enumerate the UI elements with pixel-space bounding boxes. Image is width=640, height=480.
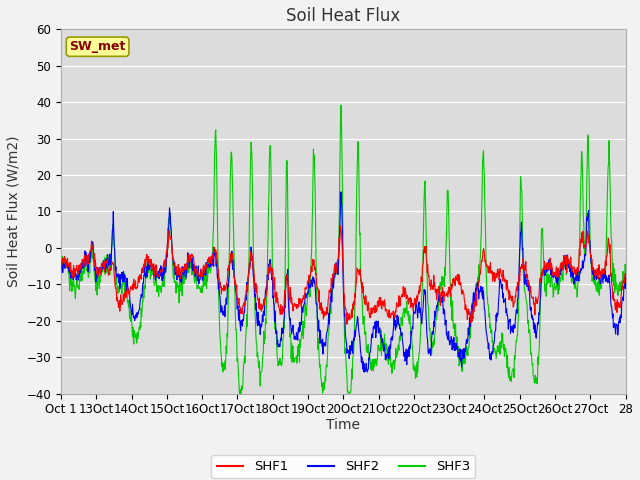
SHF3 [483, 265, 490, 271]
SHF1 [343, 321, 351, 327]
Line: SHF2: SHF2 [61, 192, 626, 372]
SHF3 [453, 334, 461, 340]
SHF3 [93, 292, 101, 298]
SHF3 [346, 399, 353, 405]
Text: SW_met: SW_met [70, 40, 126, 53]
SHF3 [337, 102, 345, 108]
SHF1 [93, 271, 101, 277]
SHF1 [622, 272, 630, 278]
SHF2 [337, 189, 345, 195]
Title: Soil Heat Flux: Soil Heat Flux [286, 7, 401, 25]
SHF2 [483, 328, 490, 334]
SHF2 [57, 263, 65, 268]
SHF3 [95, 276, 102, 281]
SHF2 [453, 343, 461, 349]
X-axis label: Time: Time [326, 418, 360, 432]
SHF3 [622, 272, 630, 278]
SHF2 [583, 214, 591, 220]
SHF2 [380, 342, 388, 348]
Line: SHF1: SHF1 [61, 226, 626, 324]
SHF1 [95, 272, 102, 277]
SHF1 [453, 276, 461, 282]
SHF1 [483, 264, 490, 269]
SHF3 [583, 175, 591, 181]
SHF1 [337, 223, 344, 228]
SHF2 [364, 369, 371, 375]
SHF1 [380, 303, 388, 309]
Y-axis label: Soil Heat Flux (W/m2): Soil Heat Flux (W/m2) [7, 136, 21, 287]
SHF2 [95, 268, 102, 274]
SHF3 [57, 259, 65, 265]
SHF3 [380, 347, 388, 352]
SHF1 [57, 257, 65, 263]
SHF2 [622, 286, 630, 291]
SHF1 [583, 240, 591, 246]
Legend: SHF1, SHF2, SHF3: SHF1, SHF2, SHF3 [211, 455, 475, 479]
SHF2 [93, 273, 101, 279]
Line: SHF3: SHF3 [61, 105, 626, 402]
